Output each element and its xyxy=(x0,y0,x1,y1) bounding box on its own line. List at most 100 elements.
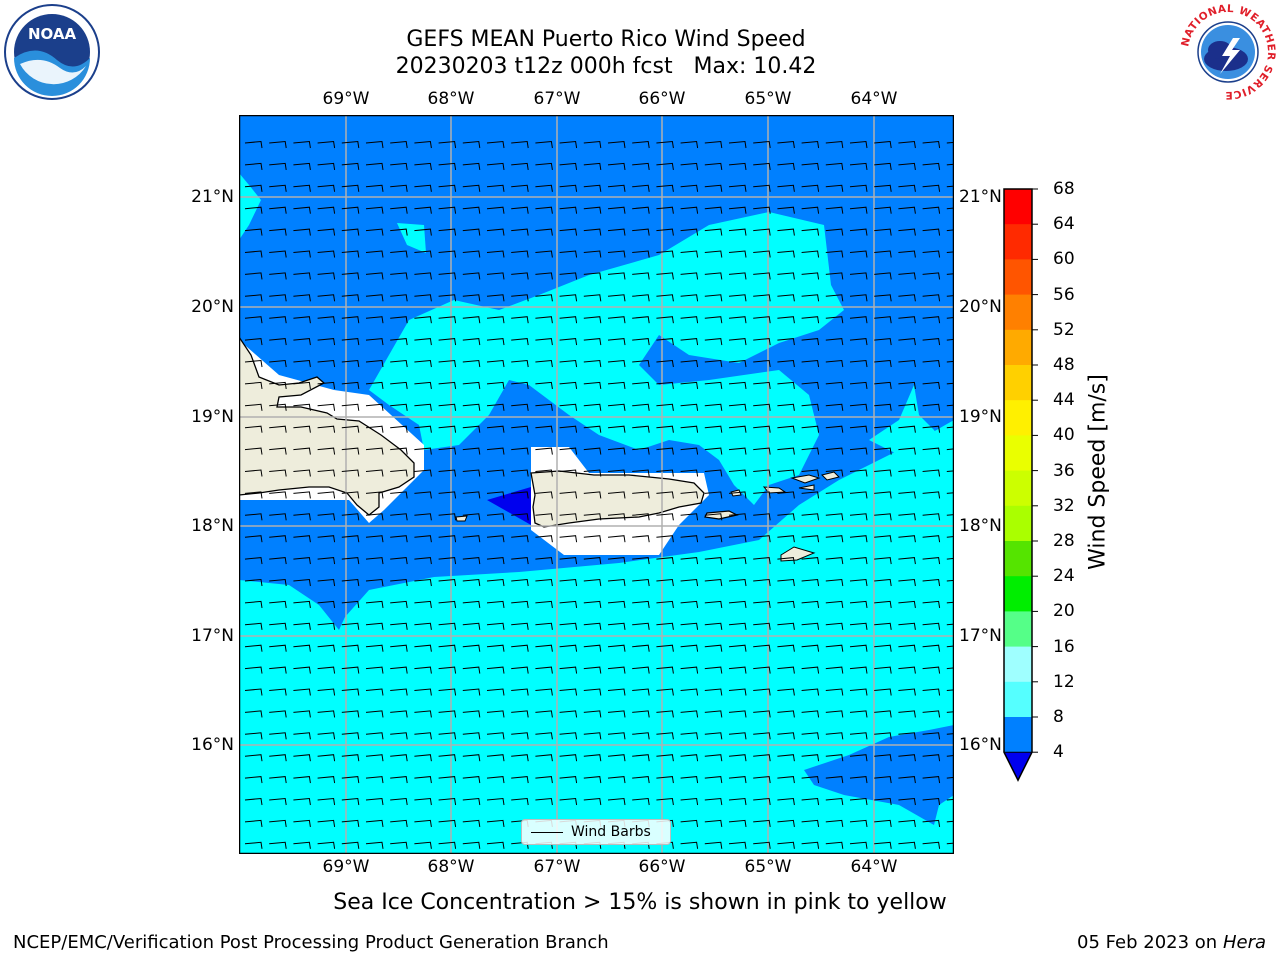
colorbar-tick-label: 48 xyxy=(1053,355,1075,375)
wind-barb xyxy=(341,162,360,170)
wind-barb xyxy=(753,338,771,346)
wind-barb xyxy=(777,338,795,346)
wind-barb xyxy=(414,776,432,784)
wind-barb xyxy=(632,513,650,521)
wind-barb xyxy=(293,140,311,149)
wind-barb xyxy=(607,557,626,565)
wind-barb xyxy=(728,578,747,587)
wind-barb xyxy=(269,535,287,543)
wind-barb xyxy=(269,250,287,258)
wind-barb xyxy=(293,557,311,565)
wind-barb xyxy=(849,841,868,849)
wind-barb xyxy=(777,469,795,477)
wind-barb xyxy=(438,206,457,214)
wind-barb xyxy=(874,513,892,521)
wind-barb xyxy=(825,140,844,149)
wind-barb xyxy=(753,316,771,324)
wind-barb xyxy=(365,491,384,499)
wind-barb xyxy=(825,841,844,849)
wind-barb xyxy=(293,732,311,740)
wind-barb xyxy=(511,622,529,630)
wind-barb xyxy=(922,206,941,214)
wind-barb xyxy=(559,578,578,587)
wind-barb xyxy=(898,688,916,696)
colorbar-tick-label: 8 xyxy=(1053,707,1064,727)
wind-barb xyxy=(583,272,602,280)
wind-barb xyxy=(680,622,699,630)
wind-barb xyxy=(680,666,699,674)
wind-barb xyxy=(438,338,457,346)
wind-barb xyxy=(535,403,553,411)
wind-barb xyxy=(632,228,650,236)
wind-barb xyxy=(583,469,602,477)
colorbar xyxy=(1003,188,1038,782)
wind-barb xyxy=(365,776,384,784)
wind-barb xyxy=(777,381,795,389)
wind-barb xyxy=(365,797,384,806)
wind-barb xyxy=(341,797,360,806)
wind-barb xyxy=(680,688,699,696)
wind-barb xyxy=(777,228,795,236)
wind-barb xyxy=(753,294,771,302)
wind-barb xyxy=(438,600,457,608)
wind-barb xyxy=(293,600,311,608)
wind-barb xyxy=(486,535,505,543)
wind-barb xyxy=(317,316,336,324)
wind-barb xyxy=(244,338,263,346)
wind-barb xyxy=(269,754,287,762)
wind-barb xyxy=(462,819,481,827)
wind-barb xyxy=(607,491,626,499)
wind-barb xyxy=(511,425,529,433)
wind-barb xyxy=(898,272,916,280)
wind-barb xyxy=(607,513,626,521)
wind-barb xyxy=(559,447,578,455)
wind-barb xyxy=(874,381,892,389)
wind-barb xyxy=(559,644,578,652)
wind-barb xyxy=(486,272,505,280)
wind-barb xyxy=(704,359,723,368)
wind-barb xyxy=(244,688,263,696)
wind-barb xyxy=(753,666,771,674)
wind-barb xyxy=(438,513,457,521)
wind-barb xyxy=(341,600,360,608)
wind-barb xyxy=(511,578,529,587)
wind-barb xyxy=(559,381,578,389)
wind-barb xyxy=(583,688,602,696)
wind-barb xyxy=(390,557,408,565)
wind-barb xyxy=(559,491,578,499)
wind-barb xyxy=(777,162,795,170)
wind-barb xyxy=(365,710,384,718)
wind-barb xyxy=(390,535,408,543)
wind-barb xyxy=(583,754,602,762)
wind-barb xyxy=(583,338,602,346)
wind-barb xyxy=(438,710,457,718)
wind-barb xyxy=(825,732,844,740)
wind-barb xyxy=(946,382,954,385)
wind-barb xyxy=(946,273,954,275)
wind-barb xyxy=(583,666,602,674)
wind-barb xyxy=(704,776,723,784)
wind-barb xyxy=(583,403,602,411)
wind-barb xyxy=(680,535,699,543)
wind-barb xyxy=(535,359,553,368)
wind-barb xyxy=(390,776,408,784)
wind-barb xyxy=(922,600,941,608)
wind-barb xyxy=(728,688,747,696)
wind-barb xyxy=(365,162,384,170)
wind-barb xyxy=(269,797,287,806)
wind-barb xyxy=(801,206,820,214)
wind-barb xyxy=(583,578,602,587)
wind-barb xyxy=(607,250,626,258)
wind-barb xyxy=(680,732,699,740)
wind-barb xyxy=(946,470,954,472)
wind-barb xyxy=(559,359,578,368)
wind-barb xyxy=(607,469,626,477)
wind-barb xyxy=(486,688,505,696)
wind-barb xyxy=(898,469,916,477)
colorbar-segment xyxy=(1004,294,1032,331)
wind-barb xyxy=(269,841,287,849)
wind-barb xyxy=(486,797,505,806)
wind-barb xyxy=(462,184,481,192)
wind-barb xyxy=(922,338,941,346)
wind-barb xyxy=(293,578,311,587)
